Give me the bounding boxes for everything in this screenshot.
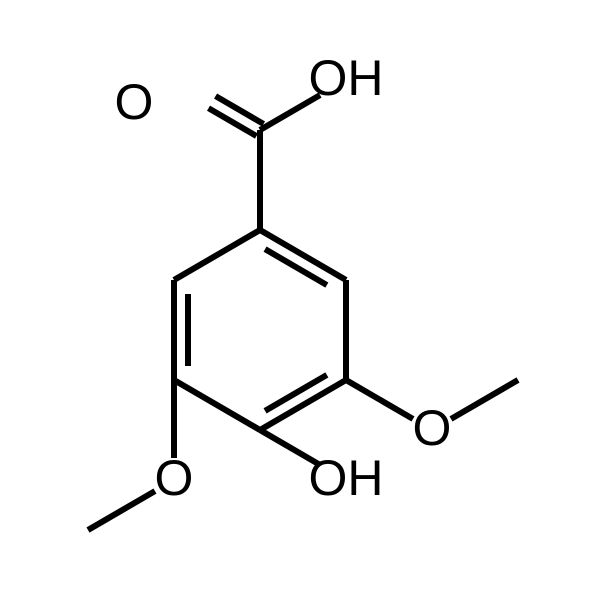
- molecule-diagram: O OH O OH O: [0, 0, 600, 600]
- atom-label-oh4: OH: [309, 450, 384, 506]
- bond-layer: [88, 95, 518, 530]
- atom-label-o5: O: [155, 450, 194, 506]
- atom-label-odb: O: [115, 74, 154, 130]
- atom-label-ooh: OH: [309, 50, 384, 106]
- atom-label-o3: O: [413, 400, 452, 456]
